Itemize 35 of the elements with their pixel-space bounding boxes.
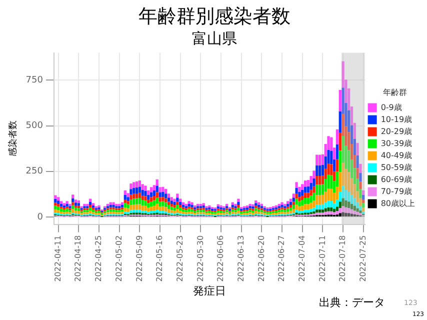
y-tick-label: 0 [37, 212, 44, 222]
y-tick-label: 500 [26, 121, 44, 132]
x-tick-label: 2022-07-11 [318, 235, 327, 282]
legend-label: 20-29歳 [380, 126, 412, 136]
x-tick-label: 2022-07-25 [358, 235, 368, 282]
x-tick-label: 2022-04-11 [53, 235, 62, 282]
legend-label: 40-49歳 [380, 150, 412, 160]
legend-label: 60-69歳 [380, 174, 412, 184]
x-tick-label: 2022-06-13 [236, 235, 246, 282]
x-tick-label: 2022-05-02 [114, 235, 124, 282]
legend-label: 50-59歳 [380, 162, 412, 172]
legend-label: 30-39歳 [380, 138, 412, 148]
x-tick-label: 2022-04-25 [94, 235, 104, 282]
x-tick-label: 2022-07-18 [338, 235, 348, 282]
x-tick-label: 2022-05-30 [196, 235, 205, 282]
legend-label: 70-79歳 [380, 186, 412, 196]
x-tick-label: 2022-06-06 [216, 235, 226, 282]
y-tick-label: 750 [26, 76, 44, 86]
legend-label: 10-19歳 [380, 114, 412, 124]
x-tick-label: 2022-06-20 [256, 235, 266, 282]
y-axis-title: 感染者数 [8, 120, 19, 157]
x-tick-label: 2022-07-04 [297, 235, 306, 282]
chart-subtitle: 富山県 [192, 30, 237, 48]
x-tick-label: 2022-06-27 [277, 235, 286, 282]
legend-label: 0-9歳 [380, 102, 402, 112]
chart-title: 年齢群別感染者数 [138, 5, 290, 28]
x-tick-label: 2022-05-09 [134, 235, 144, 282]
x-tick-label: 2022-05-23 [175, 235, 184, 282]
legend-title: 年齢群 [382, 88, 407, 97]
legend-label: 80歳以上 [380, 198, 416, 208]
x-tick-label: 2022-05-16 [155, 235, 164, 282]
source-note: 出典：データ [319, 296, 385, 309]
x-tick-label: 2022-04-18 [74, 235, 83, 282]
x-axis-title: 発症日 [192, 284, 226, 298]
y-tick-label: 250 [26, 166, 44, 177]
